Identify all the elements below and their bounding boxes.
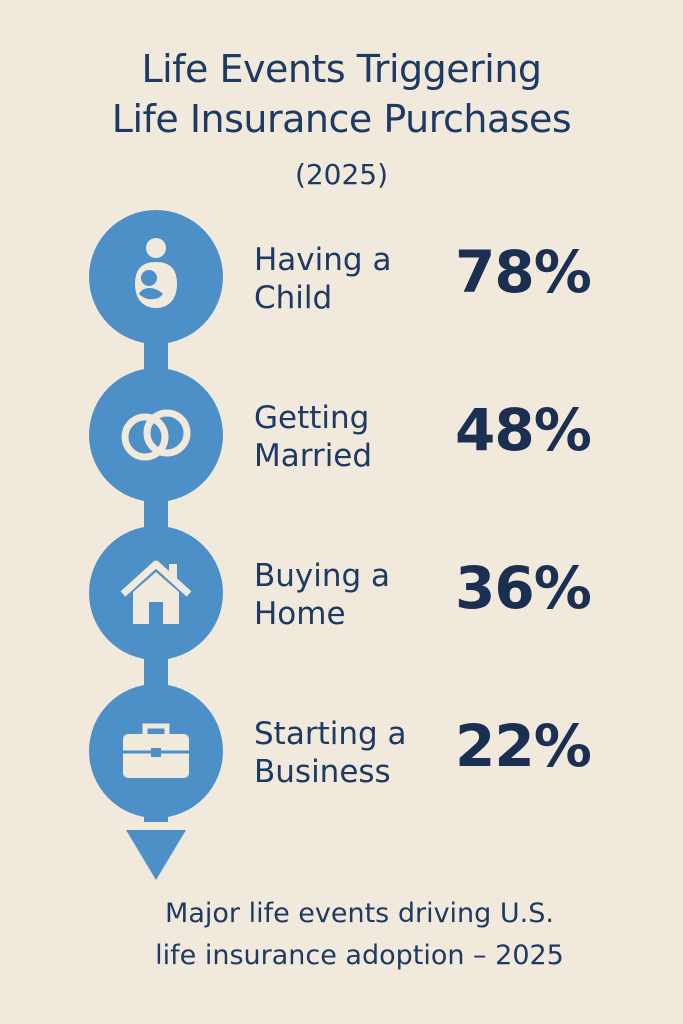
event-percent-business: 22% — [455, 712, 592, 780]
event-percent-child: 78% — [455, 238, 592, 306]
event-label-line: Getting — [254, 400, 370, 436]
event-label-business: Starting a Business — [254, 715, 454, 791]
event-label-married: Getting Married — [254, 399, 454, 475]
page-title: Life Events Triggering Life Insurance Pu… — [0, 44, 683, 144]
parent-child-icon — [89, 210, 223, 344]
caption-line-1: Major life events driving U.S. — [165, 898, 554, 929]
event-label-line: Business — [254, 754, 391, 790]
timeline-arrow-icon — [126, 830, 186, 880]
title-line-2: Life Insurance Purchases — [111, 97, 572, 141]
event-label-home: Buying a Home — [254, 557, 454, 633]
title-line-1: Life Events Triggering — [141, 47, 542, 91]
event-label-line: Buying a — [254, 558, 391, 594]
briefcase-icon — [89, 684, 223, 818]
year-subtitle: (2025) — [294, 158, 389, 191]
event-percent-married: 48% — [455, 396, 592, 464]
house-icon — [89, 526, 223, 660]
event-label-child: Having a Child — [254, 241, 454, 317]
event-label-line: Starting a — [254, 716, 407, 752]
event-percent-home: 36% — [455, 554, 592, 622]
caption-line-2: life insurance adoption – 2025 — [155, 940, 564, 971]
event-label-line: Home — [254, 596, 346, 632]
event-label-line: Having a — [254, 242, 392, 278]
event-label-line: Child — [254, 280, 333, 316]
rings-icon — [89, 368, 223, 502]
footer-caption: Major life events driving U.S. life insu… — [0, 893, 683, 977]
event-label-line: Married — [254, 438, 373, 474]
